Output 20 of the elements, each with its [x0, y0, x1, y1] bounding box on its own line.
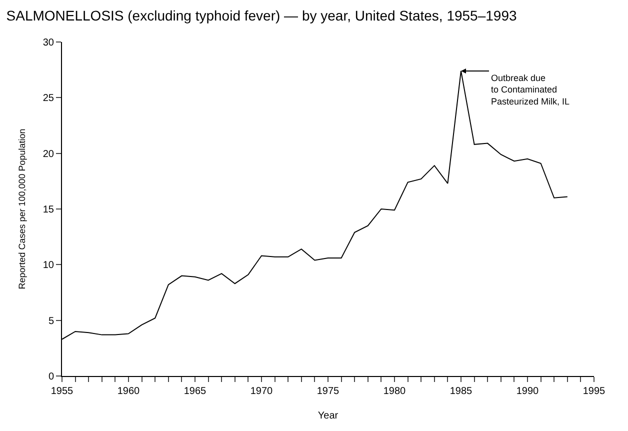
- x-tick-label: 1975: [316, 386, 340, 397]
- x-tick-label: 1980: [383, 386, 406, 397]
- y-axis-title: Reported Cases per 100,000 Population: [17, 128, 28, 290]
- x-tick-label: 1955: [50, 386, 74, 397]
- y-tick-label: 25: [42, 93, 54, 104]
- x-tick-label: 1985: [450, 386, 473, 397]
- annotation: Outbreak due to Contaminated Pasteurized Milk, IL: [491, 73, 570, 106]
- x-tick-label: 1960: [117, 386, 140, 397]
- y-tick-label: 0: [48, 372, 54, 382]
- x-axis-title: Year: [318, 410, 339, 422]
- x-tick-label: 1990: [516, 386, 540, 397]
- y-tick-label: 15: [42, 204, 54, 216]
- x-tick-label: 1995: [582, 386, 606, 397]
- x-tick-label: 1970: [250, 386, 274, 397]
- y-tick-label: 10: [42, 260, 54, 272]
- y-tick-label: 30: [42, 38, 54, 48]
- chart-title: SALMONELLOSIS (excluding typhoid fever) — by year, United States, 1955–1993: [6, 8, 517, 24]
- y-tick-label: 20: [42, 148, 54, 160]
- y-tick-label: 5: [48, 316, 54, 327]
- x-tick-label: 1965: [184, 386, 207, 397]
